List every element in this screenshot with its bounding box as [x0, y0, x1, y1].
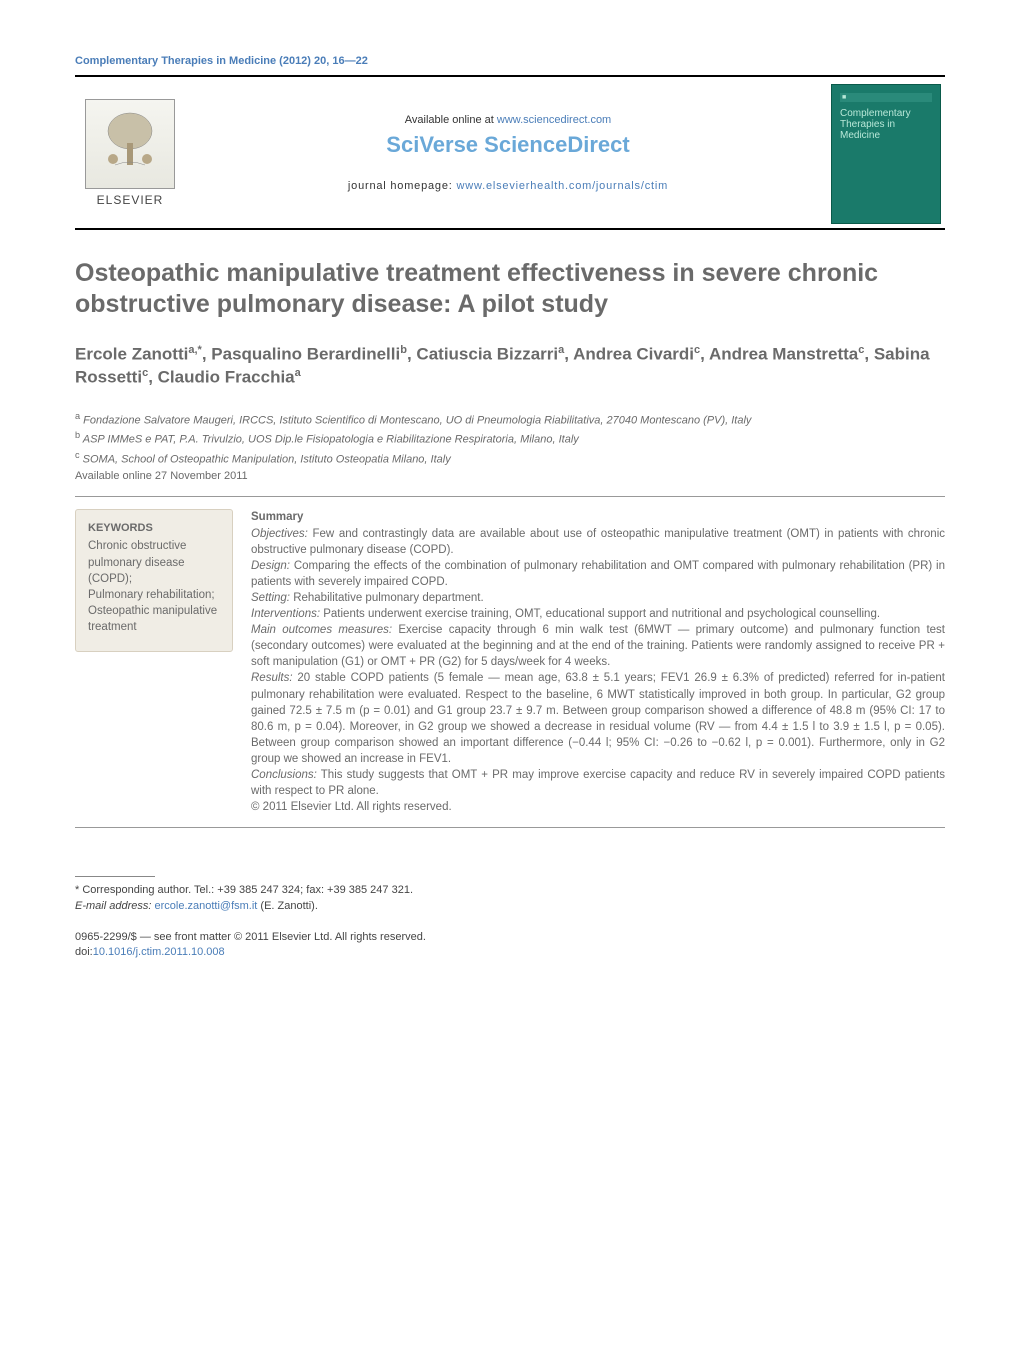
author-name: Andrea Manstretta [709, 344, 858, 363]
doi-line: doi:10.1016/j.ctim.2011.10.008 [75, 945, 945, 960]
affiliation-line: c SOMA, School of Osteopathic Manipulati… [75, 449, 945, 469]
doi-link[interactable]: 10.1016/j.ctim.2011.10.008 [93, 946, 225, 958]
elsevier-tree-icon [85, 99, 175, 189]
page-container: Complementary Therapies in Medicine (201… [0, 0, 1020, 1001]
doi-label: doi: [75, 946, 93, 958]
email-label: E-mail address: [75, 900, 154, 912]
summary-item-label: Objectives: [251, 528, 308, 540]
summary-item: Results: 20 stable COPD patients (5 fema… [251, 670, 945, 767]
footnote-rule [75, 876, 155, 877]
author-affil-sup: a [295, 367, 301, 379]
summary-column: Summary Objectives: Few and contrastingl… [233, 497, 945, 827]
summary-item: Design: Comparing the effects of the com… [251, 558, 945, 590]
email-link[interactable]: ercole.zanotti@fsm.it [154, 900, 257, 912]
corresponding-author: * Corresponding author. Tel.: +39 385 24… [75, 883, 945, 898]
keywords-body: Chronic obstructive pulmonary disease (C… [88, 538, 220, 635]
summary-item-text: Patients underwent exercise training, OM… [320, 608, 880, 620]
banner-middle: Available online at www.sciencedirect.co… [185, 77, 831, 228]
summary-item-label: Conclusions: [251, 769, 317, 781]
running-header: Complementary Therapies in Medicine (201… [75, 55, 945, 67]
summary-item-text: Few and contrastingly data are available… [251, 528, 945, 556]
summary-item-text: Rehabilitative pulmonary department. [290, 592, 484, 604]
author-name: Catiuscia Bizzarri [416, 344, 558, 363]
available-online-line: Available online at www.sciencedirect.co… [405, 114, 611, 126]
author-affil-sup: a,* [188, 344, 201, 356]
journal-home-prefix: journal homepage: [348, 180, 457, 192]
sciverse-brand: SciVerse ScienceDirect [386, 132, 629, 158]
summary-item-label: Design: [251, 560, 290, 572]
affiliation-line: b ASP IMMeS e PAT, P.A. Trivulzio, UOS D… [75, 429, 945, 449]
issn-line: 0965-2299/$ — see front matter © 2011 El… [75, 930, 945, 945]
summary-item: Setting: Rehabilitative pulmonary depart… [251, 590, 945, 606]
summary-item: Main outcomes measures: Exercise capacit… [251, 622, 945, 670]
summary-item-label: Results: [251, 672, 293, 684]
summary-item: Interventions: Patients underwent exerci… [251, 606, 945, 622]
summary-item: Conclusions: This study suggests that OM… [251, 767, 945, 799]
author-affil-sup: c [858, 344, 864, 356]
summary-item-label: Setting: [251, 592, 290, 604]
summary-item-text: This study suggests that OMT + PR may im… [251, 769, 945, 797]
journal-cover-thumbnail: ■ Complementary Therapies in Medicine [831, 84, 941, 224]
author-name: Pasqualino Berardinelli [211, 344, 400, 363]
elsevier-label: ELSEVIER [97, 193, 164, 207]
journal-homepage-line: journal homepage: www.elsevierhealth.com… [348, 180, 668, 192]
keywords-heading: KEYWORDS [88, 522, 220, 534]
top-banner: ELSEVIER Available online at www.science… [75, 75, 945, 230]
article-title: Osteopathic manipulative treatment effec… [75, 258, 945, 321]
email-line: E-mail address: ercole.zanotti@fsm.it (E… [75, 899, 945, 914]
summary-copyright: © 2011 Elsevier Ltd. All rights reserved… [251, 799, 945, 815]
email-suffix: (E. Zanotti). [257, 900, 318, 912]
cover-badge: ■ [840, 93, 932, 102]
affiliations-block: a Fondazione Salvatore Maugeri, IRCCS, I… [75, 410, 945, 469]
keywords-box: KEYWORDS Chronic obstructive pulmonary d… [75, 509, 233, 652]
summary-item: Objectives: Few and contrastingly data a… [251, 526, 945, 558]
author-name: Claudio Fracchia [158, 368, 295, 387]
summary-item-text: 20 stable COPD patients (5 female — mean… [251, 672, 945, 764]
copyright-block: 0965-2299/$ — see front matter © 2011 El… [75, 930, 945, 961]
author-name: Ercole Zanotti [75, 344, 188, 363]
author-affil-sup: c [694, 344, 700, 356]
available-online-date: Available online 27 November 2011 [75, 470, 945, 482]
available-online-text: Available online at [405, 114, 497, 126]
author-name: Andrea Civardi [573, 344, 694, 363]
summary-heading: Summary [251, 509, 945, 525]
author-affil-sup: b [400, 344, 407, 356]
affiliation-line: a Fondazione Salvatore Maugeri, IRCCS, I… [75, 410, 945, 430]
authors-line: Ercole Zanottia,*, Pasqualino Berardinel… [75, 343, 945, 390]
journal-home-link[interactable]: www.elsevierhealth.com/journals/ctim [456, 180, 668, 192]
cover-title: Complementary Therapies in Medicine [840, 108, 932, 141]
sciencedirect-link[interactable]: www.sciencedirect.com [497, 114, 611, 126]
summary-item-text: Comparing the effects of the combination… [251, 560, 945, 588]
author-affil-sup: a [558, 344, 564, 356]
abstract-block: KEYWORDS Chronic obstructive pulmonary d… [75, 496, 945, 828]
elsevier-logo-block: ELSEVIER [75, 77, 185, 228]
footnotes: * Corresponding author. Tel.: +39 385 24… [75, 883, 945, 914]
author-affil-sup: c [142, 367, 148, 379]
summary-item-label: Interventions: [251, 608, 320, 620]
summary-item-label: Main outcomes measures: [251, 624, 392, 636]
